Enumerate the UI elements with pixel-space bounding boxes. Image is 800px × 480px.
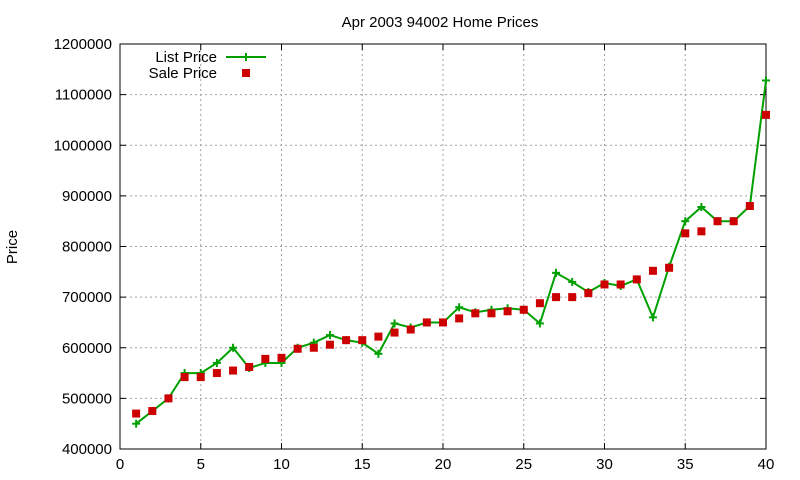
legend-square-swatch — [242, 69, 250, 77]
list-price-point — [212, 358, 221, 367]
sale-price-point — [519, 305, 528, 314]
list-price-point — [697, 203, 706, 212]
sale-price-point — [535, 299, 544, 308]
list-price-point — [229, 343, 238, 352]
y-tick-label: 800000 — [62, 239, 112, 256]
y-tick-label: 900000 — [62, 188, 112, 205]
sale-price-point — [439, 318, 447, 327]
y-tick-label: 700000 — [62, 289, 112, 306]
list-price-point — [390, 319, 399, 328]
list-price-point — [132, 419, 141, 428]
list-price-point — [762, 76, 770, 85]
legend-label: Sale Price — [149, 65, 217, 82]
x-tick-label: 40 — [758, 456, 775, 473]
sale-price-point — [648, 266, 657, 275]
list-price-point — [568, 277, 577, 286]
sale-price-point — [293, 344, 302, 353]
sale-price-point — [261, 354, 270, 363]
sale-price-point — [358, 336, 367, 345]
y-tick-label: 1100000 — [55, 87, 112, 104]
x-tick-label: 35 — [677, 456, 694, 473]
x-tick-label: 25 — [515, 456, 532, 473]
sale-price-point — [616, 280, 625, 289]
plot-frame — [119, 43, 767, 450]
sale-price-point — [212, 369, 221, 378]
legend-label: List Price — [155, 49, 217, 66]
sale-price-point — [632, 275, 641, 284]
x-tick-label: 30 — [596, 456, 613, 473]
sale-price-point — [229, 366, 238, 375]
x-tick-label: 5 — [197, 456, 205, 473]
y-tick-label: 400000 — [62, 441, 112, 458]
sale-price-point — [164, 394, 173, 403]
sale-price-point — [584, 289, 593, 298]
grid-lines — [120, 44, 766, 449]
sale-price-point — [471, 309, 480, 318]
sale-price-point — [132, 409, 141, 418]
x-tick-label: 10 — [273, 456, 290, 473]
sale-price-point — [665, 263, 674, 272]
sale-price-point — [600, 280, 609, 289]
sale-price-point — [552, 293, 561, 302]
legend-plus-swatch — [242, 53, 250, 61]
list-price-point — [455, 303, 464, 312]
y-tick-label: 1200000 — [54, 36, 112, 53]
y-tick-label: 1000000 — [54, 137, 112, 154]
sale-price-point — [374, 332, 383, 341]
sale-price-point — [325, 340, 334, 349]
axes: 0 5 10 15 20 25 30 35 40 400000 500000 600000 700000… — [54, 36, 775, 473]
y-axis-label: Price — [4, 230, 21, 264]
list-price-point — [681, 217, 690, 226]
y-tick-label: 600000 — [62, 340, 112, 357]
sale-price-point — [713, 217, 722, 226]
sale-price-point — [245, 362, 254, 371]
y-tick-label: 500000 — [62, 390, 112, 407]
series-area — [132, 76, 770, 428]
list-price-point — [552, 268, 561, 277]
sale-price-point — [729, 217, 738, 226]
sale-price-point — [503, 307, 512, 316]
sale-price-point — [180, 373, 189, 382]
list-price-point — [325, 331, 334, 340]
sale-price-point — [745, 202, 754, 210]
list-price-line — [135, 80, 767, 425]
list-price-point — [535, 319, 544, 328]
series-sale-price — [132, 110, 770, 418]
x-tick-label: 15 — [354, 456, 371, 473]
sale-price-point — [196, 373, 205, 382]
sale-price-point — [762, 110, 770, 119]
sale-price-point — [568, 293, 577, 302]
sale-price-point — [277, 353, 286, 362]
x-tick-label: 0 — [116, 456, 124, 473]
sale-price-point — [422, 318, 431, 327]
list-price-point — [648, 313, 657, 322]
sale-price-point — [697, 227, 706, 236]
sale-price-point — [148, 407, 157, 416]
sale-price-point — [309, 343, 318, 352]
sale-price-point — [455, 314, 464, 323]
sale-price-point — [342, 336, 351, 345]
series-list-price — [132, 76, 770, 428]
sale-price-point — [406, 325, 415, 334]
chart-title: Apr 2003 94002 Home Prices — [342, 14, 539, 31]
list-price-point — [374, 349, 383, 358]
sale-price-point — [681, 229, 690, 238]
sale-price-point — [390, 328, 399, 337]
x-tick-label: 20 — [435, 456, 452, 473]
sale-price-point — [487, 309, 496, 318]
